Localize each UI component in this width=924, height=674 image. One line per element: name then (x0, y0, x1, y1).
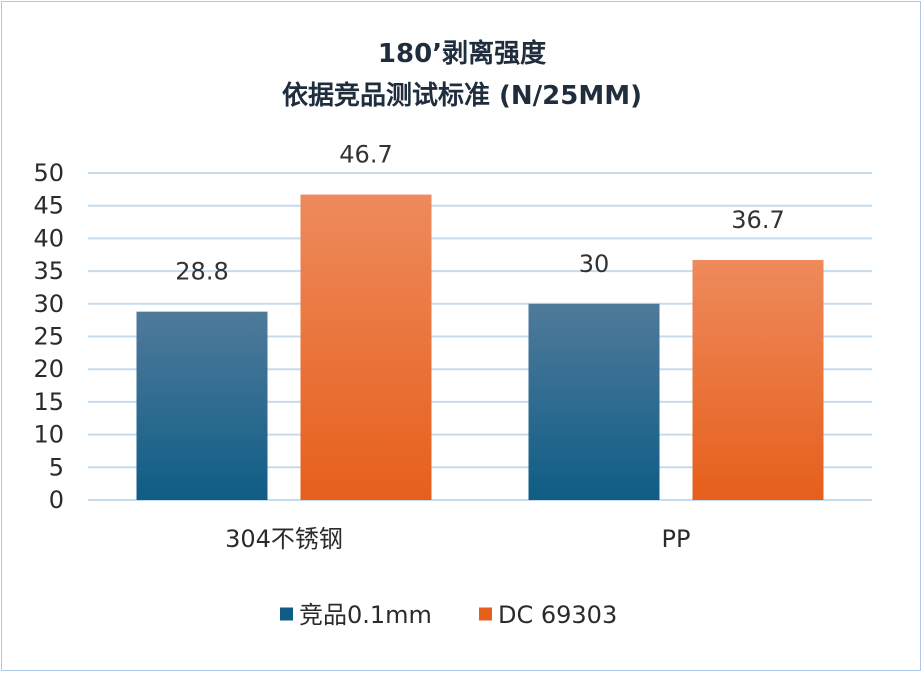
y-tick-label: 50 (33, 159, 64, 187)
y-tick-label: 15 (33, 388, 64, 416)
data-label: 28.8 (175, 258, 228, 286)
y-tick-label: 40 (33, 224, 64, 252)
bar-dc69303-0 (300, 194, 432, 500)
data-label: 30 (579, 250, 610, 278)
value-labels: 28.8 46.7 30 36.7 (175, 141, 784, 286)
bar-competitor-1 (528, 303, 660, 500)
legend-label-0: 竞品0.1mm (299, 601, 432, 629)
bar-competitor-0 (136, 311, 268, 500)
x-category-label: 304不锈钢 (225, 525, 343, 553)
y-tick-label: 35 (33, 257, 64, 285)
legend-swatch-0 (280, 607, 293, 621)
chart-subtitle: 依据竞品测试标准 (N/25MM) (282, 80, 642, 111)
legend-label-1: DC 69303 (498, 601, 617, 629)
y-tick-label: 30 (33, 290, 64, 318)
data-label: 36.7 (731, 206, 784, 234)
bars (136, 194, 824, 500)
bar-dc69303-1 (692, 259, 824, 500)
y-tick-label: 20 (33, 355, 64, 383)
y-tick-label: 45 (33, 192, 64, 220)
y-tick-label: 25 (33, 323, 64, 351)
y-tick-label: 10 (33, 421, 64, 449)
chart-title: 180’剥离强度 (378, 38, 546, 69)
y-tick-label: 5 (49, 453, 64, 481)
y-tick-label: 0 (49, 486, 64, 514)
legend: 竞品0.1mm DC 69303 (280, 601, 617, 629)
x-category-label: PP (662, 525, 691, 553)
y-axis-ticks: 0 5 10 15 20 25 30 35 40 45 50 (33, 159, 64, 514)
legend-swatch-1 (479, 607, 492, 621)
data-label: 46.7 (339, 141, 392, 169)
x-axis-categories: 304不锈钢 PP (225, 525, 690, 553)
